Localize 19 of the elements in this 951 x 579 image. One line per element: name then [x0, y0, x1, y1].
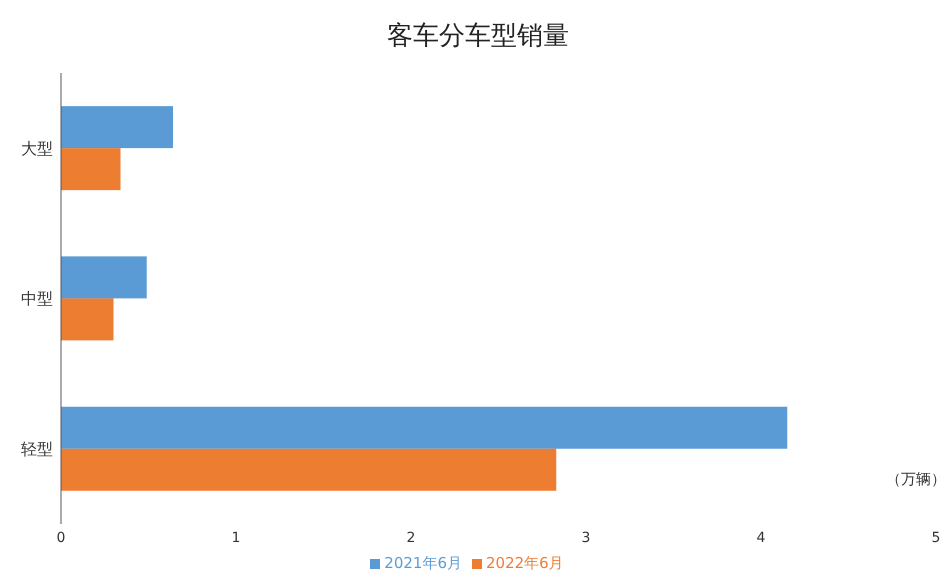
legend-label: 2022年6月 — [486, 554, 564, 572]
x-tick-label: 4 — [756, 530, 766, 546]
x-tick-label: 5 — [932, 530, 940, 546]
bar — [61, 106, 173, 148]
x-tick-label: 1 — [232, 530, 240, 546]
x-tick-label: 2 — [406, 530, 416, 546]
legend-label: 2021年6月 — [384, 554, 462, 572]
chart-title: 客车分车型销量 — [386, 20, 570, 53]
y-tick-label: 中型 — [21, 289, 53, 308]
y-tick-label: 轻型 — [21, 440, 53, 459]
bar — [61, 148, 120, 190]
y-tick-label: 大型 — [21, 138, 53, 158]
bar — [61, 298, 114, 340]
x-axis-title: （万辆） — [886, 470, 946, 489]
bar — [61, 256, 147, 298]
x-tick-label: 3 — [582, 530, 590, 546]
bar — [61, 406, 788, 449]
x-tick-label: 0 — [56, 530, 66, 546]
bar — [61, 448, 556, 491]
